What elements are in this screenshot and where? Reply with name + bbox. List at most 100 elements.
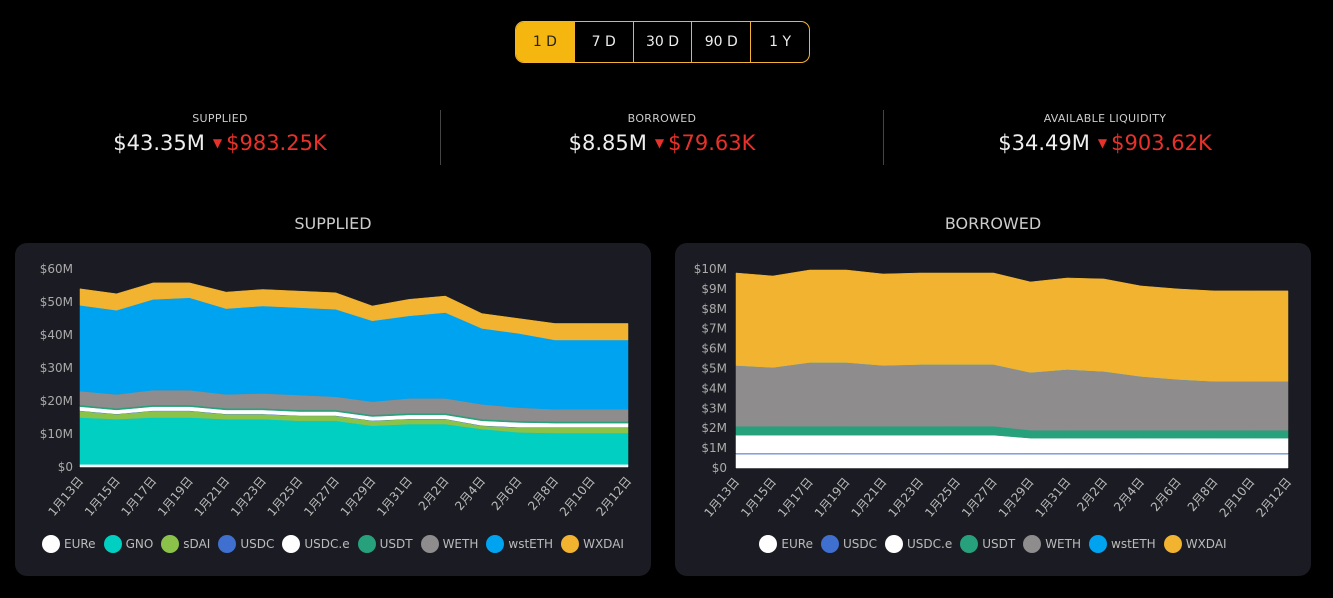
legend-item-eure[interactable]: EURe [759,535,813,553]
legend-swatch-icon [218,535,237,553]
borrowed-chart-card: $0 $1M $2M $3M $4M $5M $6M $7M $8M $9M $10M 1月13日 1月… [675,243,1311,576]
y-tick-label: $4M [701,381,727,395]
legend-swatch-icon [561,535,580,553]
legend-item-usdt[interactable]: USDT [357,535,413,553]
legend-label: USDT [982,537,1016,551]
legend-label: WETH [1045,537,1081,551]
legend-label: USDC [240,537,275,551]
legend-item-usdc-e[interactable]: USDC.e [282,535,350,553]
y-tick-label: $7M [701,322,727,336]
legend-item-usdt[interactable]: USDT [960,535,1015,553]
stat-label: BORROWED [627,112,697,125]
x-tick-label: 1月21日 [192,474,233,519]
legend-item-sdai[interactable]: sDAI [161,535,210,553]
y-tick-label: $8M [701,302,727,316]
legend-swatch-icon [161,535,180,553]
caret-down-icon: ▼ [212,136,223,150]
legend-swatch-icon [1089,535,1107,553]
y-tick-label: $6M [701,342,727,356]
x-tick-label: 1月31日 [374,474,415,519]
legend-item-usdc[interactable]: USDC [218,535,274,553]
legend-label: USDT [379,537,413,551]
x-tick-label: 2月6日 [1148,475,1184,514]
range-90d-button[interactable]: 90 D [691,22,750,62]
legend-swatch-icon [1163,535,1182,553]
y-tick-label: $10M [40,427,73,441]
stat-value: $43.35M [113,131,205,155]
range-1d-button[interactable]: 1 D [516,22,574,62]
stat-value: $8.85M [568,131,647,155]
legend-swatch-icon [103,535,122,553]
legend-label: WXDAI [1185,537,1227,551]
x-tick-label: 1月13日 [701,475,742,520]
y-tick-label: $0 [712,461,727,475]
legend-item-weth[interactable]: WETH [1023,535,1081,553]
x-tick-label: 1月29日 [338,474,379,519]
legend-swatch-icon [486,535,505,553]
x-tick-label: 1月19日 [155,474,196,519]
area-eure[interactable] [79,464,629,468]
stat-label: AVAILABLE LIQUIDITY [1043,112,1167,125]
chart-legend: EURe USDC USDC.e USDT WETH wstETH WXDAI [675,535,1311,553]
legend-item-gno[interactable]: GNO [103,535,154,553]
legend-label: WXDAI [583,537,624,551]
y-tick-label: $2M [701,421,727,435]
stat-value: $34.49M [998,131,1090,155]
x-tick-label: 1月25日 [922,475,963,520]
legend-label: EURe [781,537,813,551]
divider [440,110,441,165]
legend-swatch-icon [357,535,376,553]
legend-swatch-icon [420,535,439,553]
x-tick-label: 1月15日 [82,474,123,519]
supplied-chart: $0 $10M $20M $30M $40M $50M $60M 1月13日1月15日1月17… [40,262,635,519]
range-7d-button[interactable]: 7 D [573,22,633,62]
area-wxdai[interactable] [735,269,1289,382]
stat-change: $79.63K [668,131,756,155]
legend-item-usdc[interactable]: USDC [820,535,877,553]
legend-item-wxdai[interactable]: WXDAI [561,535,624,553]
stat-label: SUPPLIED [192,112,248,125]
time-range-selector: 1 D 7 D 30 D 90 D 1 Y [515,21,810,63]
x-tick-label: 2月10日 [1217,475,1258,520]
x-tick-label: 2月4日 [1111,475,1147,514]
area-eure[interactable] [735,453,1289,469]
legend-item-weth[interactable]: WETH [420,535,478,553]
legend-swatch-icon [1023,535,1042,553]
x-tick-label: 2月2日 [1074,475,1110,514]
y-tick-label: $5M [701,362,727,376]
x-tick-label: 1月31日 [1033,475,1074,520]
x-tick-label: 2月2日 [416,474,452,513]
range-30d-button[interactable]: 30 D [632,22,692,62]
legend-item-wsteth[interactable]: wstETH [486,535,553,553]
stat-available-liquidity: AVAILABLE LIQUIDITY $34.49M ▼ $903.62K [885,112,1325,155]
x-tick-label: 1月17日 [775,475,816,520]
caret-down-icon: ▼ [1097,136,1108,150]
x-tick-label: 1月15日 [738,475,779,520]
y-tick-label: $9M [701,282,727,296]
y-tick-label: $50M [40,295,73,309]
stat-change: $903.62K [1111,131,1212,155]
legend-item-wsteth[interactable]: wstETH [1089,535,1156,553]
legend-swatch-icon [42,535,61,553]
range-1y-button[interactable]: 1 Y [750,22,809,62]
legend-item-usdc-e[interactable]: USDC.e [884,535,952,553]
legend-swatch-icon [820,535,839,553]
y-tick-label: $0 [58,460,73,474]
stat-supplied: SUPPLIED $43.35M ▼ $983.25K [0,112,440,155]
x-tick-label: 2月6日 [489,474,525,513]
x-tick-label: 1月29日 [996,475,1037,520]
divider [883,110,884,165]
x-tick-label: 1月25日 [265,474,306,519]
y-tick-label: $10M [694,262,727,276]
legend-swatch-icon [759,535,778,553]
legend-item-wxdai[interactable]: WXDAI [1163,535,1227,553]
legend-item-eure[interactable]: EURe [42,535,96,553]
x-tick-label: 2月8日 [525,474,561,513]
area-wxdai[interactable] [79,282,629,341]
x-tick-label: 2月12日 [1253,475,1294,520]
stat-borrowed: BORROWED $8.85M ▼ $79.63K [442,112,882,155]
x-tick-label: 1月19日 [812,475,853,520]
x-tick-label: 1月23日 [228,474,269,519]
legend-label: GNO [125,537,154,551]
x-tick-label: 1月17日 [118,474,159,519]
